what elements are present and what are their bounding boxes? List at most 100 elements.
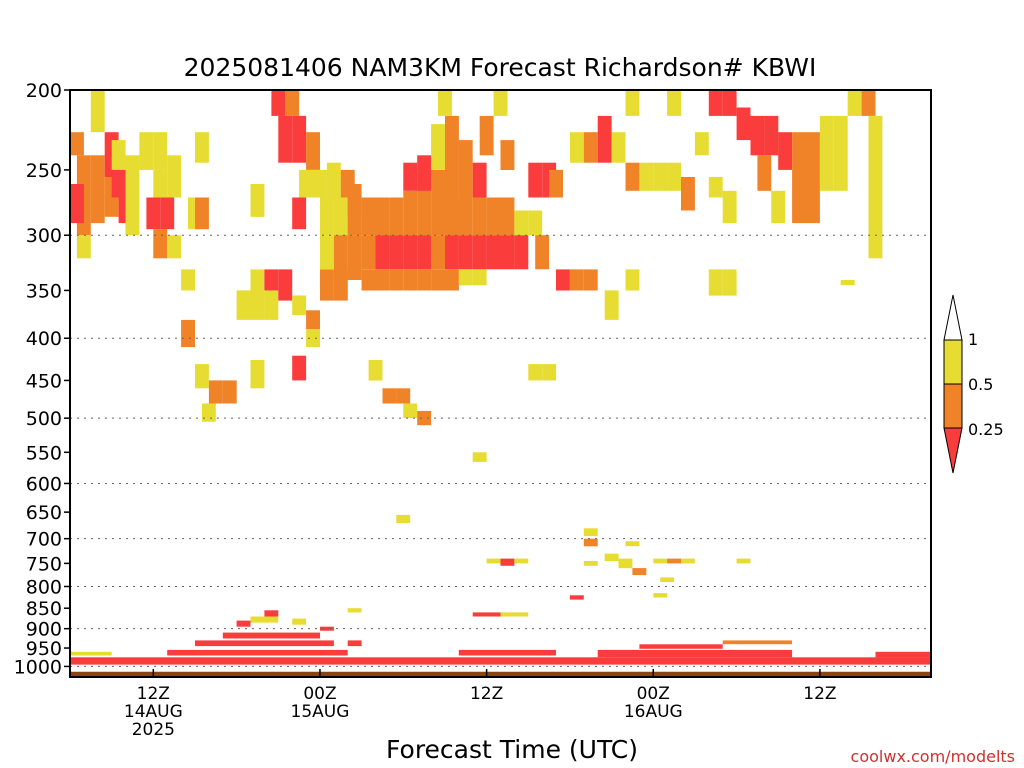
ri-cell xyxy=(667,90,681,116)
y-tick-label-700: 700 xyxy=(26,529,62,551)
ri-cell xyxy=(320,235,334,270)
ri-cell xyxy=(694,132,709,156)
ri-cell xyxy=(222,380,237,404)
ri-cell xyxy=(361,197,376,236)
ri-cell xyxy=(375,235,390,270)
ri-band xyxy=(597,649,793,658)
ri-cell xyxy=(333,197,348,236)
ri-cell xyxy=(861,90,876,116)
ri-cell xyxy=(757,155,772,191)
ri-cell xyxy=(479,115,494,156)
ri-band xyxy=(195,640,334,647)
ri-cell xyxy=(847,90,862,116)
ri-band xyxy=(292,618,307,625)
ri-cell xyxy=(292,197,307,230)
ri-cell xyxy=(438,90,452,116)
ri-cell xyxy=(528,162,543,198)
ri-cell xyxy=(604,290,619,320)
ri-cell xyxy=(396,388,411,404)
ri-cell xyxy=(250,184,265,217)
ri-cell xyxy=(417,410,432,426)
ri-cell xyxy=(549,169,563,198)
ri-cell xyxy=(472,197,487,236)
ri-cell xyxy=(403,162,418,191)
ri-cell xyxy=(70,132,84,156)
y-tick-label-500: 500 xyxy=(26,408,62,430)
y-tick-label-950: 950 xyxy=(26,638,62,660)
ri-cell xyxy=(111,169,126,198)
data-cells xyxy=(70,90,931,677)
x-tick-label: 12Z xyxy=(803,684,836,704)
ri-cell xyxy=(76,235,91,259)
ri-cell xyxy=(403,235,418,270)
ri-cell xyxy=(535,235,550,270)
ri-cell xyxy=(604,553,619,561)
ri-cell xyxy=(542,364,557,381)
y-tick-label-1000: 1000 xyxy=(14,656,62,678)
ri-cell xyxy=(326,162,341,198)
colorbar-label-0.5: 0.5 xyxy=(968,375,993,394)
ri-cell xyxy=(292,295,307,316)
plot-frame xyxy=(69,89,932,678)
ri-cell xyxy=(458,140,473,198)
ri-cell xyxy=(722,190,737,224)
ri-band xyxy=(722,640,793,645)
ri-cell xyxy=(722,90,737,116)
ri-band xyxy=(250,616,279,623)
ri-cell xyxy=(153,229,168,259)
ri-cell xyxy=(396,514,411,523)
ri-cell xyxy=(708,269,723,296)
ri-cell xyxy=(632,568,647,576)
ri-cell xyxy=(90,155,105,224)
ri-cell xyxy=(403,269,418,291)
ri-cell xyxy=(153,169,168,198)
ri-cell xyxy=(90,90,105,133)
ground-fill xyxy=(70,671,931,677)
ri-cell xyxy=(514,558,529,564)
ri-band xyxy=(70,657,931,665)
ri-cell xyxy=(833,115,848,191)
colorbar: 1 0.5 0.25 xyxy=(943,294,1004,474)
ri-cell xyxy=(792,132,806,224)
ri-cell xyxy=(347,184,362,217)
ri-cell xyxy=(681,558,695,564)
y-tick-label-850: 850 xyxy=(26,598,62,620)
grid-lines xyxy=(70,234,931,667)
ri-cell xyxy=(264,269,279,291)
ri-cell xyxy=(472,235,487,270)
ri-cell xyxy=(500,140,515,170)
y-tick-label-550: 550 xyxy=(26,442,62,464)
ri-cell xyxy=(500,197,515,236)
y-tick-label-450: 450 xyxy=(26,370,62,392)
colorbar-label-1: 1 xyxy=(968,330,978,349)
ri-band xyxy=(236,620,251,627)
ri-cell xyxy=(618,558,633,569)
x-tick-label: 16AUG xyxy=(624,702,683,722)
ri-cell xyxy=(569,595,584,600)
ri-cell xyxy=(333,269,348,301)
ri-cell xyxy=(403,403,418,419)
ri-cell xyxy=(195,364,209,389)
ri-cell xyxy=(368,360,383,381)
ri-cell xyxy=(271,90,286,116)
ri-cell xyxy=(299,169,313,198)
credit-text: coolwx.com/modelts xyxy=(851,747,1015,766)
ri-band xyxy=(458,649,556,656)
ri-cell xyxy=(569,132,584,163)
ri-cell xyxy=(639,162,654,191)
chart-title: 2025081406 NAM3KM Forecast Richardson# K… xyxy=(184,53,817,82)
y-tick-label-800: 800 xyxy=(26,576,62,598)
ri-cell xyxy=(667,162,681,191)
ri-cell xyxy=(472,269,487,286)
ri-cell xyxy=(375,197,390,236)
ri-cell xyxy=(458,269,473,286)
ri-cell xyxy=(583,132,598,163)
ri-cell xyxy=(458,197,473,236)
x-tick-label: 00Z xyxy=(303,684,336,704)
ri-cell xyxy=(514,210,529,236)
ri-band xyxy=(472,612,501,617)
x-tick-label: 12Z xyxy=(137,684,170,704)
ri-cell xyxy=(625,269,640,291)
ri-cell xyxy=(667,558,681,564)
